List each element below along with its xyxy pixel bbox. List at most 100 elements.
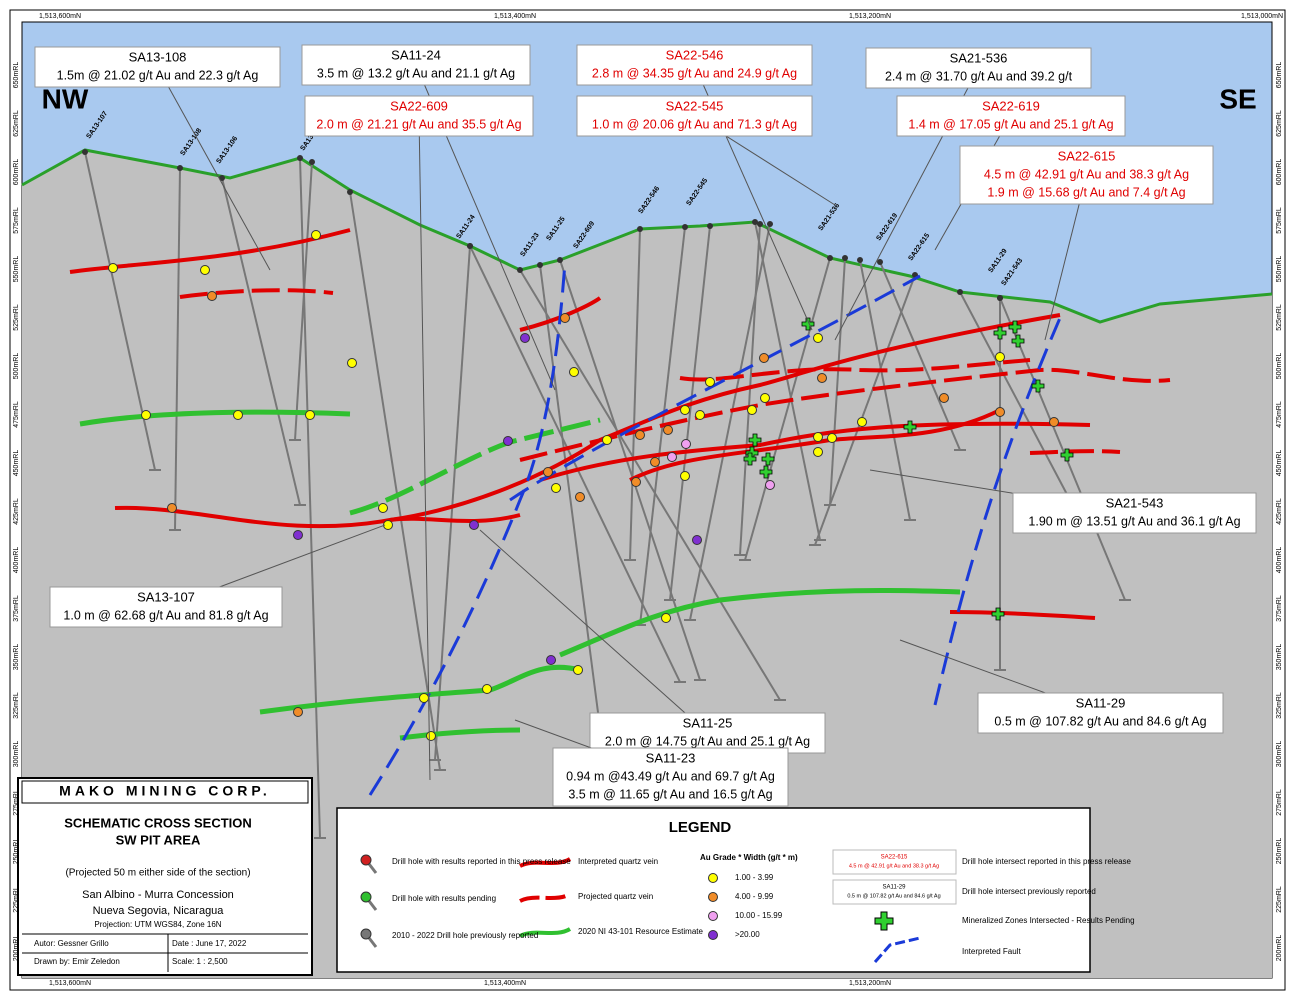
callout-box	[1012, 492, 1257, 534]
interpreted-fault	[933, 317, 1062, 706]
elevation-label: 450mRL	[1276, 450, 1283, 477]
legend-text: 4.00 - 9.99	[735, 892, 774, 901]
grade-dot	[857, 417, 867, 427]
grade-dot	[760, 393, 770, 403]
drawn-by: Drawn by: Emir Zeledon	[34, 957, 120, 966]
resource-outline	[349, 417, 601, 516]
collar	[767, 221, 773, 227]
callout-hole: SA11-23	[646, 750, 696, 765]
collar	[82, 149, 88, 155]
legend-text: 1.00 - 3.99	[735, 873, 774, 882]
grade-dot	[667, 452, 677, 462]
callout-text: 1.9 m @ 15.68 g/t Au and 7.4 g/t Ag	[987, 185, 1185, 199]
elevation-label: 350mRL	[1276, 644, 1283, 671]
callout-box	[552, 747, 789, 807]
location: Nueva Segovia, Nicaragua	[93, 905, 225, 917]
grade-dot	[995, 352, 1005, 362]
resource-outline	[399, 727, 521, 741]
grade-dot	[747, 405, 757, 415]
grade-dot	[575, 492, 585, 502]
grade-dot	[602, 435, 612, 445]
elevation-label: 550mRL	[13, 256, 20, 283]
grade-dot	[817, 373, 827, 383]
collar	[177, 165, 183, 171]
grade-dot	[681, 439, 691, 449]
drill-hole	[754, 221, 821, 541]
grade-dot	[108, 263, 118, 273]
callout-text: 3.5 m @ 11.65 g/t Au and 16.5 g/t Ag	[568, 787, 772, 801]
elevation-label: 225mRL	[13, 886, 20, 913]
elevation-label: 275mRL	[13, 789, 20, 816]
legend-line	[519, 927, 572, 938]
legend	[336, 807, 1091, 973]
collar	[467, 243, 473, 249]
callout-hole: SA21-536	[950, 50, 1008, 65]
collar	[752, 219, 758, 225]
elevation-label: 525mRL	[13, 304, 20, 331]
pending-zone	[993, 326, 1007, 340]
legend-text: 2020 NI 43-101 Resource Estimate	[578, 927, 704, 936]
legend-sample-text: 4.5 m @ 42.91 g/t Au and 38.3 g/t Ag	[849, 863, 939, 869]
title: SCHEMATIC CROSS SECTION	[64, 815, 252, 830]
legend-text: Drill hole with results pending	[392, 894, 496, 903]
callout-hole: SA21-543	[1106, 495, 1164, 510]
legend-text: Drill hole intersect reported in this pr…	[962, 857, 1132, 866]
legend-sample	[832, 879, 957, 905]
elevation-label: 475mRL	[1276, 401, 1283, 428]
elevation-label: 600mRL	[13, 159, 20, 186]
legend-text: Drill hole intersect previously reported	[962, 887, 1096, 896]
callout-text: 1.0 m @ 20.06 g/t Au and 71.3 g/t Ag	[592, 117, 797, 131]
legend-cross	[874, 911, 894, 931]
callout-text: 2.8 m @ 34.35 g/t Au and 24.9 g/t Ag	[592, 66, 797, 80]
collar	[877, 259, 883, 265]
pending-zone	[759, 465, 773, 479]
legend-line	[519, 892, 572, 903]
elevation-label: 400mRL	[13, 547, 20, 574]
bottom-coordinate: 1,513,600mN	[49, 980, 91, 987]
grade-dot	[347, 358, 357, 368]
grade-dot	[311, 230, 321, 240]
elevation-label: 300mRL	[1276, 741, 1283, 768]
callout-text: 4.5 m @ 42.91 g/t Au and 38.3 g/t Ag	[984, 167, 1189, 181]
grade-dot	[680, 471, 690, 481]
callout-box	[49, 586, 283, 628]
collar	[347, 189, 353, 195]
grade-dot	[569, 367, 579, 377]
legend-sample-hole: SA11-29	[883, 885, 907, 891]
grade-dot	[383, 520, 393, 530]
callout-text: 0.5 m @ 107.82 g/t Au and 84.6 g/t Ag	[994, 714, 1206, 728]
quartz-vein	[949, 610, 1096, 620]
leader-line	[479, 529, 708, 734]
pending-zone	[761, 452, 775, 466]
grade-dot	[503, 436, 513, 446]
callout-box	[34, 46, 281, 88]
bottom-coordinate: 1,513,200mN	[849, 980, 891, 987]
elevation-label: 300mRL	[13, 741, 20, 768]
elevation-label: 650mRL	[13, 62, 20, 89]
grade-dot	[233, 410, 243, 420]
top-coordinate: 1,513,600mN	[39, 13, 81, 20]
elevation-label: 350mRL	[13, 644, 20, 671]
grade-dot	[631, 477, 641, 487]
quartz-vein	[1029, 449, 1121, 455]
grade-dot	[813, 432, 823, 442]
callout-text: 1.90 m @ 13.51 g/t Au and 36.1 g/t Ag	[1028, 514, 1240, 528]
elevation-label: 600mRL	[1276, 159, 1283, 186]
pending-zone	[1011, 334, 1025, 348]
drill-hole	[629, 228, 641, 561]
elevation-label: 575mRL	[1276, 207, 1283, 234]
grade-dot	[520, 333, 530, 343]
topography	[21, 148, 1273, 324]
grade-dot	[573, 665, 583, 675]
subtitle: SW PIT AREA	[116, 832, 201, 847]
collar	[857, 257, 863, 263]
resource-outline	[559, 587, 961, 658]
callout-box	[576, 95, 813, 137]
grade-dot	[167, 503, 177, 513]
grade-dot	[141, 410, 151, 420]
drill-hole	[669, 225, 711, 601]
elevation-label: 500mRL	[1276, 353, 1283, 380]
elevation-label: 650mRL	[1276, 62, 1283, 89]
collar	[517, 267, 523, 273]
elevation-label: 425mRL	[13, 498, 20, 525]
